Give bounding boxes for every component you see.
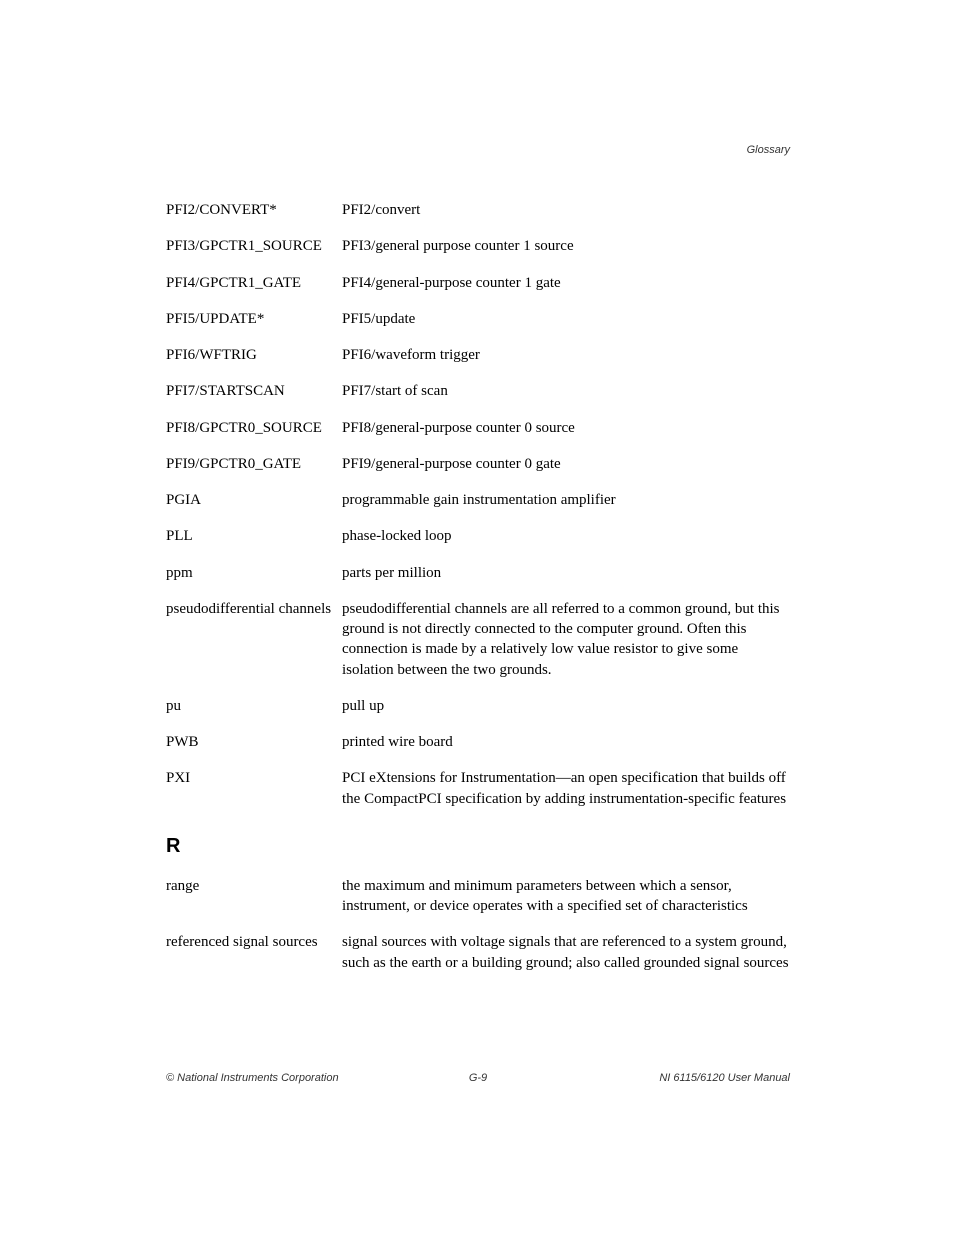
glossary-term: range bbox=[166, 876, 342, 896]
glossary-entry: PFI6/WFTRIG PFI6/waveform trigger bbox=[166, 345, 790, 365]
glossary-definition: signal sources with voltage signals that… bbox=[342, 932, 790, 973]
glossary-term: PFI8/GPCTR0_SOURCE bbox=[166, 418, 342, 438]
page-content: Glossary PFI2/CONVERT* PFI2/convert PFI3… bbox=[166, 144, 790, 989]
glossary-definition: pseudodifferential channels are all refe… bbox=[342, 599, 790, 680]
glossary-entry: PFI5/UPDATE* PFI5/update bbox=[166, 309, 790, 329]
glossary-entry: pu pull up bbox=[166, 696, 790, 716]
glossary-entry: PXI PCI eXtensions for Instrumentation—a… bbox=[166, 768, 790, 809]
glossary-term: referenced signal sources bbox=[166, 932, 342, 952]
glossary-term: PWB bbox=[166, 732, 342, 752]
glossary-term: PFI2/CONVERT* bbox=[166, 200, 342, 220]
glossary-definition: PFI2/convert bbox=[342, 200, 790, 220]
glossary-term: ppm bbox=[166, 563, 342, 583]
glossary-term: PLL bbox=[166, 526, 342, 546]
glossary-definition: printed wire board bbox=[342, 732, 790, 752]
page-header-section: Glossary bbox=[747, 144, 790, 156]
glossary-definition: PFI7/start of scan bbox=[342, 381, 790, 401]
glossary-term: PFI7/STARTSCAN bbox=[166, 381, 342, 401]
glossary-term: PFI5/UPDATE* bbox=[166, 309, 342, 329]
section-heading-r: R bbox=[166, 835, 790, 858]
glossary-entry: PFI8/GPCTR0_SOURCE PFI8/general-purpose … bbox=[166, 418, 790, 438]
glossary-definition: PCI eXtensions for Instrumentation—an op… bbox=[342, 768, 790, 809]
glossary-definition: parts per million bbox=[342, 563, 790, 583]
glossary-definition: phase-locked loop bbox=[342, 526, 790, 546]
glossary-definition: PFI4/general-purpose counter 1 gate bbox=[342, 273, 790, 293]
footer-manual-title: NI 6115/6120 User Manual bbox=[659, 1072, 790, 1084]
footer-copyright: © National Instruments Corporation bbox=[166, 1072, 339, 1084]
glossary-entry: PFI7/STARTSCAN PFI7/start of scan bbox=[166, 381, 790, 401]
glossary-entry: PFI9/GPCTR0_GATE PFI9/general-purpose co… bbox=[166, 454, 790, 474]
glossary-definition: pull up bbox=[342, 696, 790, 716]
glossary-term: pseudodifferential channels bbox=[166, 599, 342, 619]
glossary-entry: PWB printed wire board bbox=[166, 732, 790, 752]
footer-page-number: G-9 bbox=[469, 1072, 487, 1084]
glossary-definition: the maximum and minimum parameters betwe… bbox=[342, 876, 790, 917]
glossary-entry: PFI3/GPCTR1_SOURCE PFI3/general purpose … bbox=[166, 236, 790, 256]
glossary-term: PFI4/GPCTR1_GATE bbox=[166, 273, 342, 293]
glossary-entry: PGIA programmable gain instrumentation a… bbox=[166, 490, 790, 510]
glossary-definition: PFI8/general-purpose counter 0 source bbox=[342, 418, 790, 438]
glossary-term: PFI6/WFTRIG bbox=[166, 345, 342, 365]
glossary-definition: programmable gain instrumentation amplif… bbox=[342, 490, 790, 510]
glossary-term: pu bbox=[166, 696, 342, 716]
glossary-term: PFI3/GPCTR1_SOURCE bbox=[166, 236, 342, 256]
glossary-definition: PFI9/general-purpose counter 0 gate bbox=[342, 454, 790, 474]
glossary-term: PFI9/GPCTR0_GATE bbox=[166, 454, 342, 474]
glossary-definition: PFI5/update bbox=[342, 309, 790, 329]
glossary-entry: pseudodifferential channels pseudodiffer… bbox=[166, 599, 790, 680]
glossary-entry: PFI4/GPCTR1_GATE PFI4/general-purpose co… bbox=[166, 273, 790, 293]
glossary-term: PGIA bbox=[166, 490, 342, 510]
glossary-entry: PFI2/CONVERT* PFI2/convert bbox=[166, 200, 790, 220]
page-footer: © National Instruments Corporation G-9 N… bbox=[166, 1072, 790, 1084]
glossary-term: PXI bbox=[166, 768, 342, 788]
glossary-definition: PFI3/general purpose counter 1 source bbox=[342, 236, 790, 256]
glossary-definition: PFI6/waveform trigger bbox=[342, 345, 790, 365]
glossary-entry: PLL phase-locked loop bbox=[166, 526, 790, 546]
glossary-entry: referenced signal sources signal sources… bbox=[166, 932, 790, 973]
glossary-entry: ppm parts per million bbox=[166, 563, 790, 583]
glossary-entry: range the maximum and minimum parameters… bbox=[166, 876, 790, 917]
glossary-body: PFI2/CONVERT* PFI2/convert PFI3/GPCTR1_S… bbox=[166, 200, 790, 973]
